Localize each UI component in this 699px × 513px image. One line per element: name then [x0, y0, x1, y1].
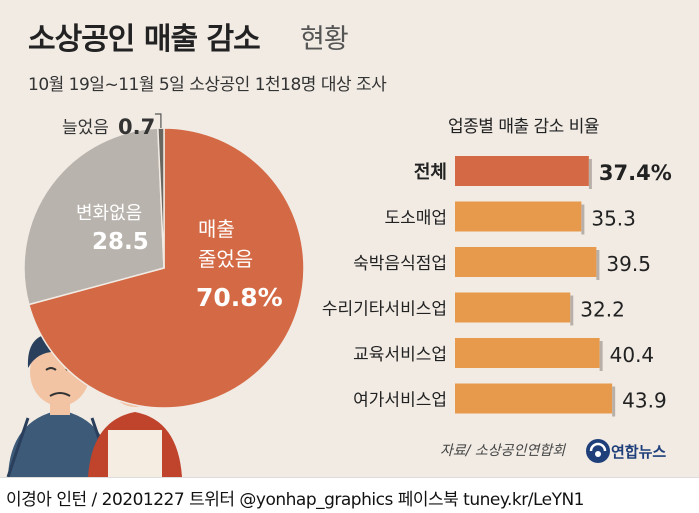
bar-shadow — [612, 386, 616, 417]
bar — [455, 338, 600, 368]
bar-shadow — [570, 295, 574, 326]
survey-subtitle: 10월 19일~11월 5일 소상공인 1천18명 대상 조사 — [28, 75, 387, 95]
bar-chart: 전체 37.4% 도소매업 35.3 숙박음식점업 39.5 수리기타서비스업 32.2 교육서… — [322, 156, 672, 417]
category-label: 전체 — [414, 162, 447, 183]
page-title-suffix: 현황 — [300, 24, 349, 55]
category-label: 수리기타서비스업 — [322, 300, 447, 320]
bar — [455, 292, 571, 323]
category-label: 숙박음식점업 — [353, 254, 447, 274]
man-body — [8, 410, 112, 477]
logo-text: 연합뉴스 — [611, 443, 667, 461]
category-label: 도소매업 — [384, 209, 447, 229]
leader-line — [154, 113, 162, 129]
category-label: 교육서비스업 — [353, 345, 447, 365]
category-label: 여가서비스업 — [353, 391, 447, 411]
bar-shadow — [599, 341, 603, 371]
pie-slice — [23, 127, 165, 306]
woman-apron — [108, 430, 162, 477]
bar-shadow — [596, 250, 600, 280]
credit-line: 이경아 인턴 / 20201227 트위터 @yonhap_graphics 페… — [6, 490, 585, 510]
bar — [455, 383, 613, 414]
source-note: 자료/ 소상공인연합회 — [440, 443, 566, 459]
value-label: 39.5 — [606, 252, 651, 276]
bar-shadow — [588, 159, 592, 189]
pie-label: 줄었음 — [198, 247, 253, 271]
footer-bar: 이경아 인턴 / 20201227 트위터 @yonhap_graphics 페… — [0, 477, 699, 513]
value-label: 43.9 — [622, 389, 667, 413]
man-mouth — [49, 392, 71, 397]
page-title: 소상공인 매출 감소 — [28, 22, 261, 57]
bar-chart-title: 업종별 매출 감소 비율 — [448, 117, 599, 137]
pie-slice — [27, 127, 305, 409]
bar-shadow — [581, 204, 585, 235]
pie-value: 0.7 — [118, 115, 155, 139]
pie-value: 70.8% — [196, 283, 283, 312]
pie-value: 28.5 — [92, 229, 149, 255]
value-label: 37.4% — [599, 161, 672, 185]
pie-label: 늘었음 — [62, 118, 109, 138]
yonhap-logo-icon — [586, 439, 610, 463]
bar — [455, 247, 597, 277]
value-label: 40.4 — [610, 343, 655, 367]
value-label: 32.2 — [580, 298, 625, 322]
pie-label: 변화없음 — [76, 203, 142, 224]
pie-label: 매출 — [198, 217, 235, 241]
bar — [455, 201, 582, 232]
bar — [455, 156, 589, 186]
value-label: 35.3 — [591, 207, 636, 231]
